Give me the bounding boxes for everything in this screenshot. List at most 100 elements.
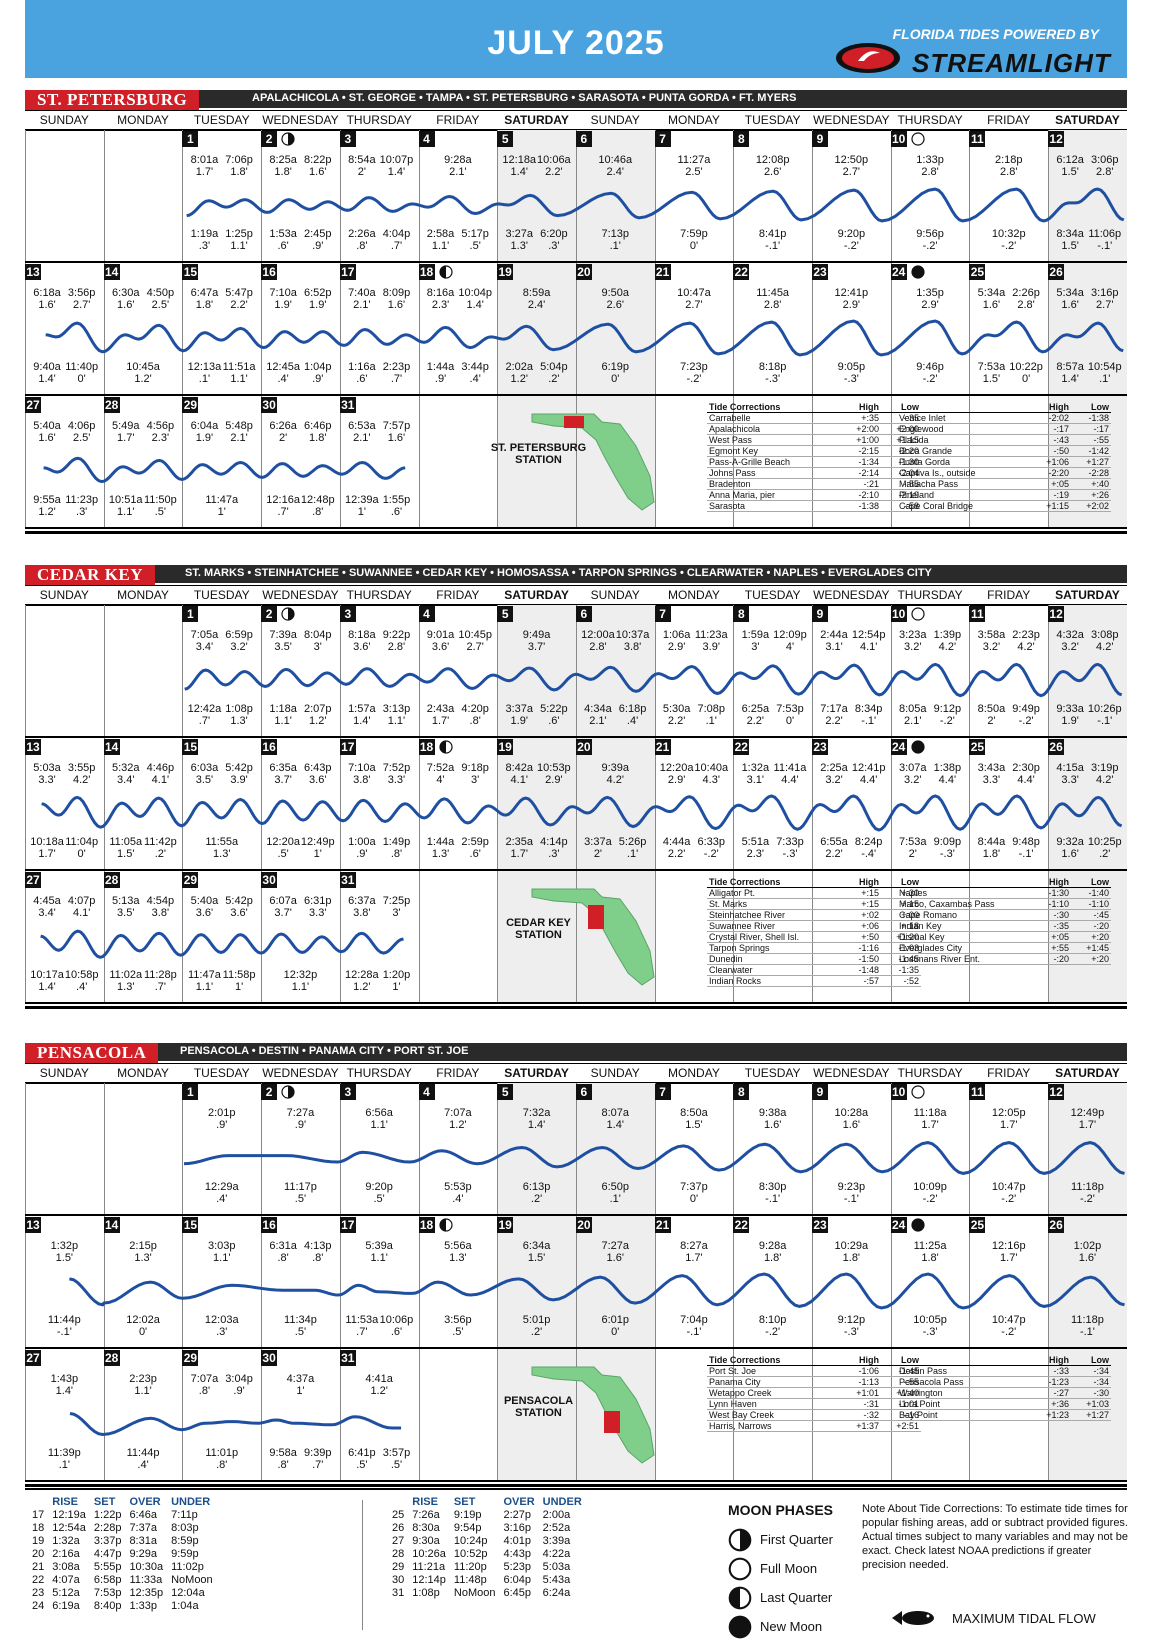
high-tide-label: 4:56p 2.3' <box>147 420 175 444</box>
high-tide-height: 1.9' <box>309 299 327 311</box>
low-tide-label: 4:44a 2.2' <box>663 836 691 860</box>
high-tide-height: 3.8' <box>151 907 170 919</box>
high-tide-label: 10:40a 4.3' <box>694 762 728 786</box>
high-tide-label: 6:31a .8' <box>269 1240 297 1264</box>
low-tide-time: 10:26p <box>1087 703 1122 715</box>
high-tide-height: 2.6' <box>606 299 624 311</box>
row-divider <box>25 527 1127 529</box>
day-number: 22 <box>733 264 750 280</box>
moon-legend-item: New Moon <box>728 1615 822 1642</box>
day-number: 12 <box>1048 131 1065 147</box>
high-tide-height: 1.5' <box>55 1252 74 1264</box>
low-tide-label: 5:01p .2' <box>523 1314 551 1338</box>
low-tide-label: 6:41p .5' <box>348 1447 376 1471</box>
weekday-label: FRIDAY <box>987 588 1031 602</box>
low-tide-height: 2.3' <box>746 848 765 860</box>
high-tide-height: 1.7' <box>195 166 214 178</box>
low-tide-label: 11:23p .3' <box>65 494 98 518</box>
row-divider <box>25 261 1127 263</box>
correction-row: Indian Rocks -:57 -:52 <box>707 975 921 987</box>
low-tide-height: 1.4' <box>38 373 56 385</box>
tide-wave-chart <box>40 662 1123 959</box>
calendar-cell <box>103 738 183 869</box>
calendar-cell <box>418 871 498 1002</box>
day-number: 27 <box>25 872 41 888</box>
tide-wave-line <box>183 1141 1125 1175</box>
day-number: 22 <box>733 1217 750 1233</box>
high-tide-time: 6:31p <box>303 895 332 907</box>
calendar-cell <box>25 1349 104 1480</box>
high-correction: -1:34 <box>841 456 881 468</box>
high-tide-label: 2:26p 2.8' <box>1012 287 1040 311</box>
low-tide-label: 2:43a 1.7' <box>427 703 455 727</box>
high-tide-height: 3.7' <box>527 641 546 653</box>
moon-phase-icon <box>438 265 453 279</box>
moon-phase-icon <box>438 740 453 754</box>
station-label: ST. PETERSBURG STATION <box>490 442 587 466</box>
high-tide-height: 3.2' <box>982 641 1001 653</box>
low-correction: -1:35 <box>881 964 921 976</box>
low-tide-label: 9:58a .8' <box>269 1447 297 1471</box>
tide-wave-line <box>45 319 1124 357</box>
section-header-bar <box>25 90 1127 108</box>
calendar-cell <box>418 130 498 261</box>
low-tide-time: 11:55a <box>205 836 239 848</box>
high-tide-time: 2:15p <box>129 1240 157 1252</box>
high-tide-height: 4.3' <box>702 774 720 786</box>
column-header: RISE <box>412 1496 438 1508</box>
high-tide-height: 1.6' <box>1078 1252 1097 1264</box>
calendar-cell <box>969 1216 1048 1347</box>
low-tide-label: 3:27a 1.3' <box>505 228 533 252</box>
high-tide-label: 11:45a 2.8' <box>756 287 789 311</box>
low-tide-height: 1' <box>234 981 244 993</box>
calendar-cell <box>261 738 340 869</box>
day-number: 15 <box>182 264 199 280</box>
low-tide-height: 1.2' <box>353 981 371 993</box>
row-divider <box>25 1002 1127 1004</box>
low-tide-time: 1:44a <box>426 836 455 848</box>
low-tide-time: 11:34p <box>284 1314 317 1326</box>
high-tide-time: 8:01a <box>190 154 219 166</box>
high-tide-height: 4.1' <box>151 774 170 786</box>
corrections-title <box>897 1355 1031 1366</box>
moon-time-row: 23 5:12a 7:53p 12:35p 12:04a <box>28 1587 217 1600</box>
high-tide-label: 3:55p 4.2' <box>68 762 96 786</box>
section-bottom-rule <box>25 531 1127 534</box>
correction-row: Clearwater -1:48 -1:35 <box>707 964 921 976</box>
high-tide-time: 7:10a <box>269 287 297 299</box>
correction-row: Matlacha Pass +:05 +:40 <box>897 478 1111 490</box>
tide-section: ST. PETERSBURG APALACHICOLA • ST. GEORGE … <box>25 90 1127 534</box>
day-number: 21 <box>654 264 671 280</box>
high-tide-label: 9:18p 3' <box>461 762 489 786</box>
day-number: 31 <box>339 1350 356 1366</box>
high-tide-height: 2.8' <box>763 299 782 311</box>
high-tide-label: 9:38a 1.6' <box>759 1107 787 1131</box>
calendar-cell <box>103 263 183 394</box>
calendar-cell <box>103 605 183 736</box>
high-tide-time: 3:23a <box>898 629 927 641</box>
high-tide-time: 8:27a <box>680 1240 708 1252</box>
low-tide-label: 3:56p .5' <box>444 1314 472 1338</box>
location-name: Punta Gorda <box>897 456 1031 468</box>
high-tide-time: 5:40a <box>190 895 219 907</box>
low-tide-time: 10:51a <box>108 494 143 506</box>
high-tide-height: 3.3' <box>1061 774 1079 786</box>
high-tide-time: 8:18a <box>348 629 376 641</box>
location-name: Venice Inlet <box>897 412 1031 424</box>
tide-section: CEDAR KEY ST. MARKS • STEINHATCHEE • SUWA… <box>25 565 1127 1009</box>
low-tide-height: -.1' <box>765 240 781 252</box>
time-cell: 2:00a <box>542 1509 571 1521</box>
low-tide-label: 11:51a 1.1' <box>223 361 256 385</box>
low-tide-label: 9:12p -.2' <box>934 703 962 727</box>
high-tide-label: 8:59a 2.4' <box>523 287 551 311</box>
low-tide-label: 2:02a 1.2' <box>505 361 533 385</box>
time-cell: 4:07a <box>52 1574 80 1586</box>
high-tide-height: 3.5' <box>195 774 214 786</box>
high-tide-label: 8:50a 1.5' <box>680 1107 708 1131</box>
low-tide-time: 6:01p <box>601 1314 630 1326</box>
day-number: 16 <box>261 739 278 755</box>
day-number: 13 <box>25 264 41 280</box>
high-tide-height: 2.5' <box>151 299 170 311</box>
calendar-cell <box>103 1083 183 1214</box>
low-tide-height: .4' <box>277 373 289 385</box>
